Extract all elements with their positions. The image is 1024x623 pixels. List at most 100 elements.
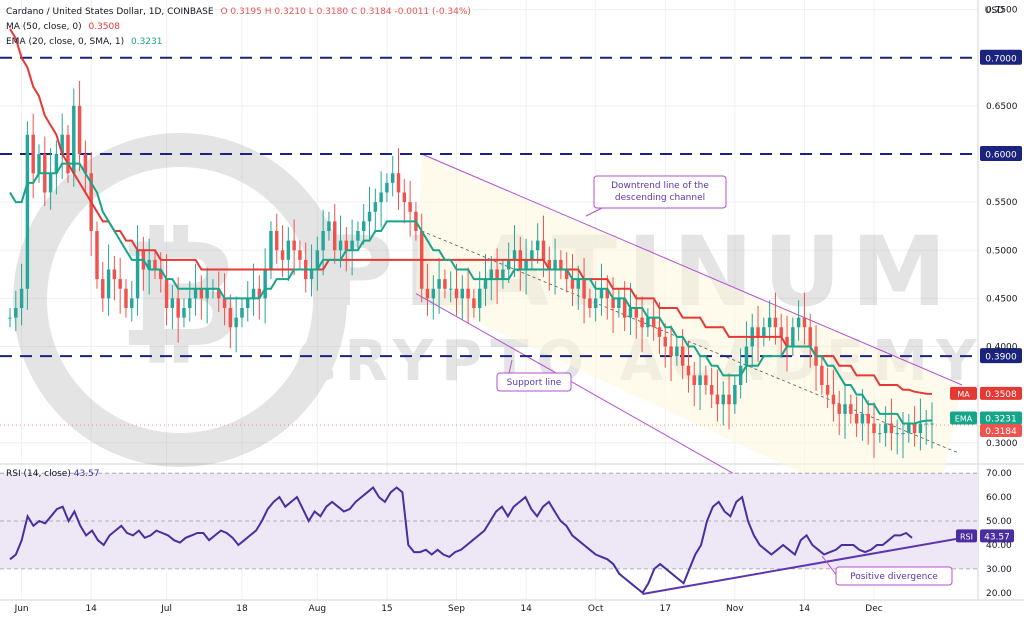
candle — [298, 240, 302, 270]
candle-body — [390, 173, 395, 183]
candle-body — [570, 279, 575, 289]
candle-body — [153, 259, 157, 270]
candle — [217, 271, 221, 312]
candles — [8, 80, 934, 459]
candle-body — [651, 317, 656, 328]
level-tag-label: 0.7000 — [985, 54, 1017, 64]
candle-body — [930, 423, 934, 425]
level-tag-bg — [980, 146, 1022, 161]
level-tag-bg — [980, 49, 1022, 65]
candle-body — [883, 423, 888, 434]
candle — [437, 257, 441, 314]
candle — [454, 263, 459, 316]
candle-body — [866, 413, 870, 424]
candle — [866, 400, 870, 445]
currency-label: USD — [984, 6, 1004, 16]
legend-instrument: Cardano / United States Dollar, 1D, COIN… — [6, 5, 471, 20]
candle — [634, 294, 638, 339]
candle-body — [251, 288, 256, 299]
axes: 0.7500 0.6500 0.5500 0.5000 0.4500 0.4000 0.30… — [14, 6, 1018, 614]
rsi-tag-bg — [980, 529, 1014, 543]
candle — [263, 248, 267, 324]
candle — [54, 140, 59, 195]
candle — [582, 257, 586, 324]
rsi-title: RSI (14, close) 43.57 — [6, 469, 100, 479]
candle-body — [547, 259, 552, 270]
candle-body — [443, 279, 447, 289]
candle-body — [785, 336, 789, 347]
candle-body — [60, 134, 64, 154]
rsi-tag-name-bg — [956, 529, 977, 543]
candle-body — [425, 288, 430, 299]
candle-body — [495, 269, 499, 280]
candle-body — [147, 259, 151, 270]
candle-body — [454, 288, 459, 299]
rsi-legend-value: 43.57 — [74, 469, 100, 479]
candle-body — [692, 375, 696, 385]
candle — [831, 369, 836, 422]
candle-body — [292, 240, 296, 251]
candle-body — [460, 288, 465, 299]
candle-body — [298, 250, 302, 260]
candle — [692, 361, 696, 407]
callout-box — [496, 372, 572, 392]
candle — [605, 275, 609, 320]
candle-body — [182, 308, 186, 318]
candle — [356, 221, 360, 251]
candle — [727, 373, 731, 430]
time-axis-tick: 18 — [236, 604, 248, 614]
candle-body — [924, 423, 928, 425]
candle-body — [188, 298, 192, 308]
candle-body — [773, 317, 778, 328]
candle-body — [559, 259, 563, 270]
callout-text: Positive divergence — [850, 572, 938, 582]
candle — [112, 256, 117, 301]
candle — [95, 221, 99, 289]
candle — [762, 317, 766, 347]
candle-body — [704, 375, 708, 385]
candle — [843, 383, 847, 439]
callout-box — [835, 566, 953, 586]
candle-body — [286, 240, 291, 260]
level-tag-label: 0.3900 — [985, 353, 1017, 363]
candle-body — [721, 394, 725, 405]
candle-body — [66, 134, 70, 174]
candle-body — [199, 288, 204, 299]
candle-body — [808, 327, 812, 347]
candle-body — [309, 269, 314, 280]
candle — [153, 250, 157, 280]
candle — [101, 261, 105, 312]
candle-body — [709, 385, 714, 395]
candle — [808, 313, 812, 368]
candle-body — [576, 279, 581, 289]
candle — [854, 396, 859, 437]
candle — [767, 300, 772, 341]
candle — [553, 238, 557, 295]
candle — [878, 423, 882, 443]
price-tag-bg — [980, 424, 1022, 438]
candle-body — [796, 317, 801, 328]
candle — [425, 263, 430, 316]
candle — [837, 390, 841, 436]
candle-body — [31, 134, 35, 174]
candle-body — [373, 202, 378, 212]
candle — [379, 171, 383, 228]
candle-body — [611, 298, 615, 308]
candle — [205, 267, 209, 324]
rsi-tag-value: 43.57 — [984, 532, 1010, 542]
candle — [14, 290, 18, 332]
candle — [918, 398, 923, 451]
candle — [448, 271, 453, 303]
chart-legend: Cardano / United States Dollar, 1D, COIN… — [6, 5, 471, 50]
candle-body — [564, 269, 569, 280]
candle-body — [605, 288, 609, 299]
candle-body — [101, 279, 105, 299]
candle-body — [669, 346, 673, 357]
horizontal-levels: 0.7000 0.6000 0.3900 — [0, 49, 1022, 364]
time-axis-tick: Oct — [588, 604, 604, 614]
candle — [930, 402, 934, 449]
level-tag-label: 0.6000 — [985, 151, 1017, 161]
candle-body — [228, 308, 233, 328]
candle — [118, 257, 122, 314]
